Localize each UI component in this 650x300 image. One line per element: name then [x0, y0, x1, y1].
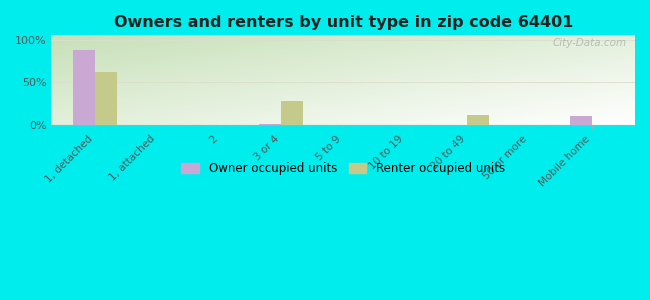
- Bar: [73, 50, 95, 125]
- Legend: Owner occupied units, Renter occupied units: Owner occupied units, Renter occupied un…: [177, 157, 510, 180]
- Bar: [259, 124, 281, 125]
- Bar: [570, 116, 592, 125]
- Bar: [467, 115, 489, 125]
- Title: Owners and renters by unit type in zip code 64401: Owners and renters by unit type in zip c…: [114, 15, 573, 30]
- Bar: [281, 101, 303, 125]
- Bar: [95, 72, 116, 125]
- Text: City-Data.com: City-Data.com: [552, 38, 626, 48]
